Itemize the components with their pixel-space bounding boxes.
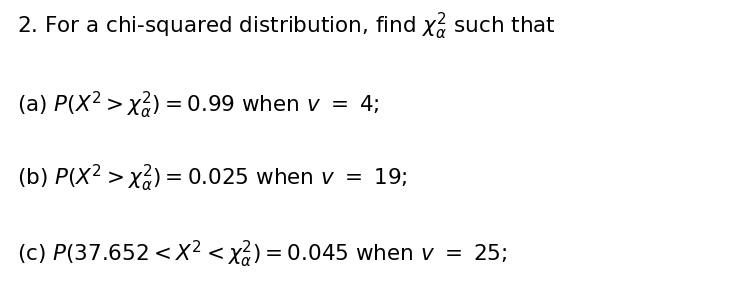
Text: (a) $P(X^2 > \chi^2_{\alpha}) = 0.99$ when $v\ =\ 4$;: (a) $P(X^2 > \chi^2_{\alpha}) = 0.99$ wh… (17, 90, 379, 121)
Text: (c) $P(37.652 < X^2 < \chi^2_{\alpha}) = 0.045$ when $v\ =\ 25$;: (c) $P(37.652 < X^2 < \chi^2_{\alpha}) =… (17, 239, 507, 270)
Text: 2. For a chi-squared distribution, find $\chi^2_{\alpha}$ such that: 2. For a chi-squared distribution, find … (17, 11, 556, 42)
Text: (b) $P(X^2 > \chi^2_{\alpha}) = 0.025$ when $v\ =\ 19$;: (b) $P(X^2 > \chi^2_{\alpha}) = 0.025$ w… (17, 163, 407, 194)
